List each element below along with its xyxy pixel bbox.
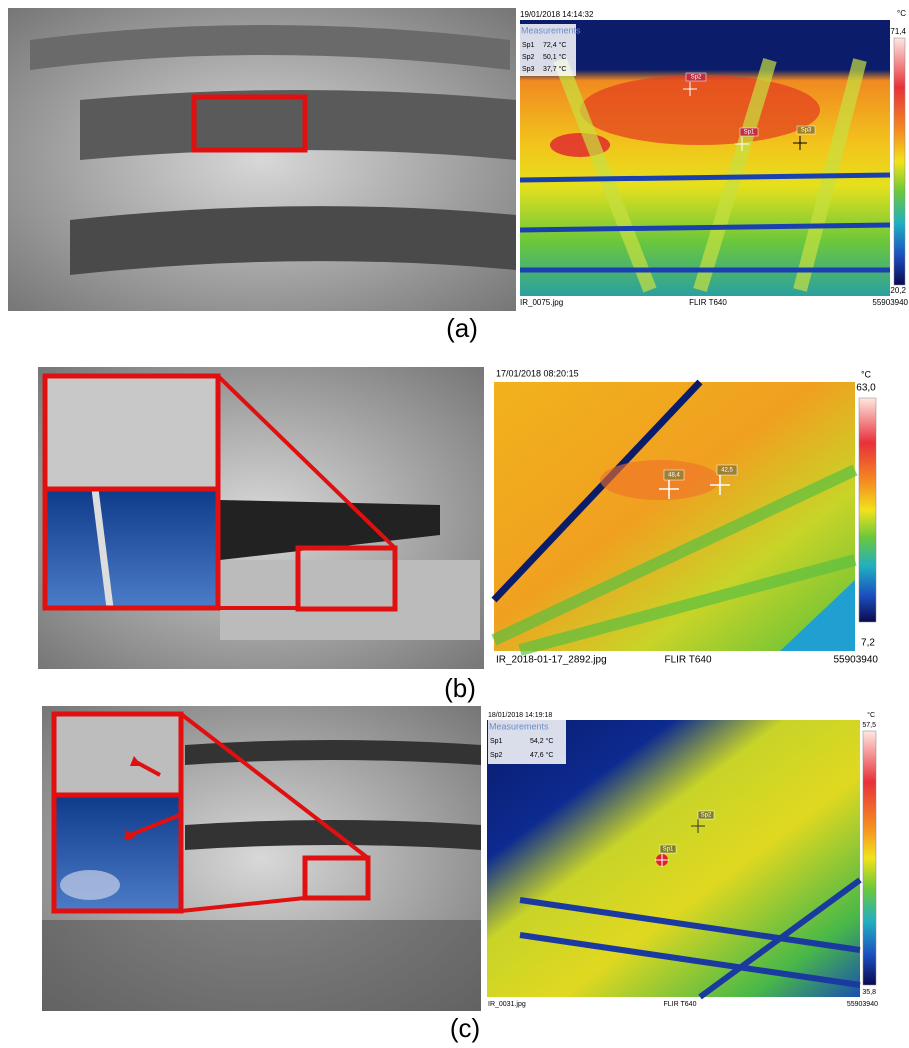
panel-label: (b) [444, 673, 476, 703]
filename: IR_0075.jpg [520, 298, 563, 307]
scale-max: 63,0 [856, 383, 876, 394]
timestamp: 17/01/2018 08:20:15 [496, 368, 579, 378]
spot-label: 42,5 [721, 468, 733, 474]
colorbar [859, 398, 876, 622]
measurement-value: 47,6 °C [530, 751, 553, 759]
scale-max: 71,4 [890, 27, 906, 36]
filename: IR_0031.jpg [488, 1001, 526, 1008]
scale-min: 20,2 [890, 286, 906, 295]
camera: FLIR T640 [689, 298, 727, 307]
measurement-name: Sp2 [490, 752, 503, 759]
scale-max: 57,5 [862, 722, 876, 729]
serial: 55903940 [872, 298, 908, 307]
cloud [60, 870, 120, 900]
panel-label: (a) [446, 313, 478, 343]
spot-label: Sp3 [801, 128, 812, 134]
inset-zoom [45, 376, 218, 489]
inset-zoom [54, 714, 181, 795]
measurement-value: 72,4 °C [543, 41, 566, 49]
colorbar [894, 38, 905, 285]
spot-label: Sp2 [701, 813, 712, 819]
timestamp: 18/01/2018 14:19:18 [488, 712, 552, 719]
scale-unit: °C [861, 369, 872, 379]
spot-label: 48,4 [668, 473, 680, 479]
filename: IR_2018-01-17_2892.jpg [496, 655, 607, 666]
hot-area [580, 75, 820, 145]
spot-label: Sp1 [663, 847, 674, 853]
figure: Measurements Sp1 72,4 °C Sp2 50,1 °C Sp3… [0, 0, 909, 1048]
spot-label: Sp2 [691, 75, 702, 81]
camera: FLIR T640 [664, 655, 711, 666]
scale-min: 35,8 [862, 989, 876, 996]
hot-area [600, 460, 720, 500]
serial: 55903940 [847, 1001, 878, 1008]
spot-label: Sp1 [744, 130, 755, 136]
scale-min: 7,2 [861, 638, 875, 649]
measurement-name: Sp2 [522, 54, 535, 61]
panel-b: 48,4 42,5 17/01/2018 08:20:15 °C 63,0 7,… [38, 367, 878, 703]
scale-unit: °C [867, 711, 875, 719]
measurement-name: Sp1 [522, 42, 535, 49]
serial: 55903940 [834, 655, 879, 666]
measurements-title: Measurements [489, 721, 549, 731]
colorbar [863, 731, 876, 985]
scale-unit: °C [897, 9, 906, 18]
measurements-title: Measurements [521, 25, 581, 35]
camera: FLIR T640 [664, 1001, 697, 1008]
measurement-name: Sp3 [522, 66, 535, 73]
ground [42, 920, 481, 1011]
panel-c: Measurements Sp1 54,2 °C Sp2 47,6 °C Sp1… [42, 706, 878, 1043]
measurement-value: 50,1 °C [543, 53, 566, 61]
measurement-value: 37,7 °C [543, 65, 566, 73]
panel-a: Measurements Sp1 72,4 °C Sp2 50,1 °C Sp3… [8, 8, 909, 343]
panel-row [220, 560, 480, 640]
timestamp: 19/01/2018 14:14:32 [520, 10, 594, 19]
inset-photo [45, 489, 218, 608]
measurement-name: Sp1 [490, 738, 503, 745]
panel-label: (c) [450, 1013, 480, 1043]
measurement-value: 54,2 °C [530, 737, 553, 745]
